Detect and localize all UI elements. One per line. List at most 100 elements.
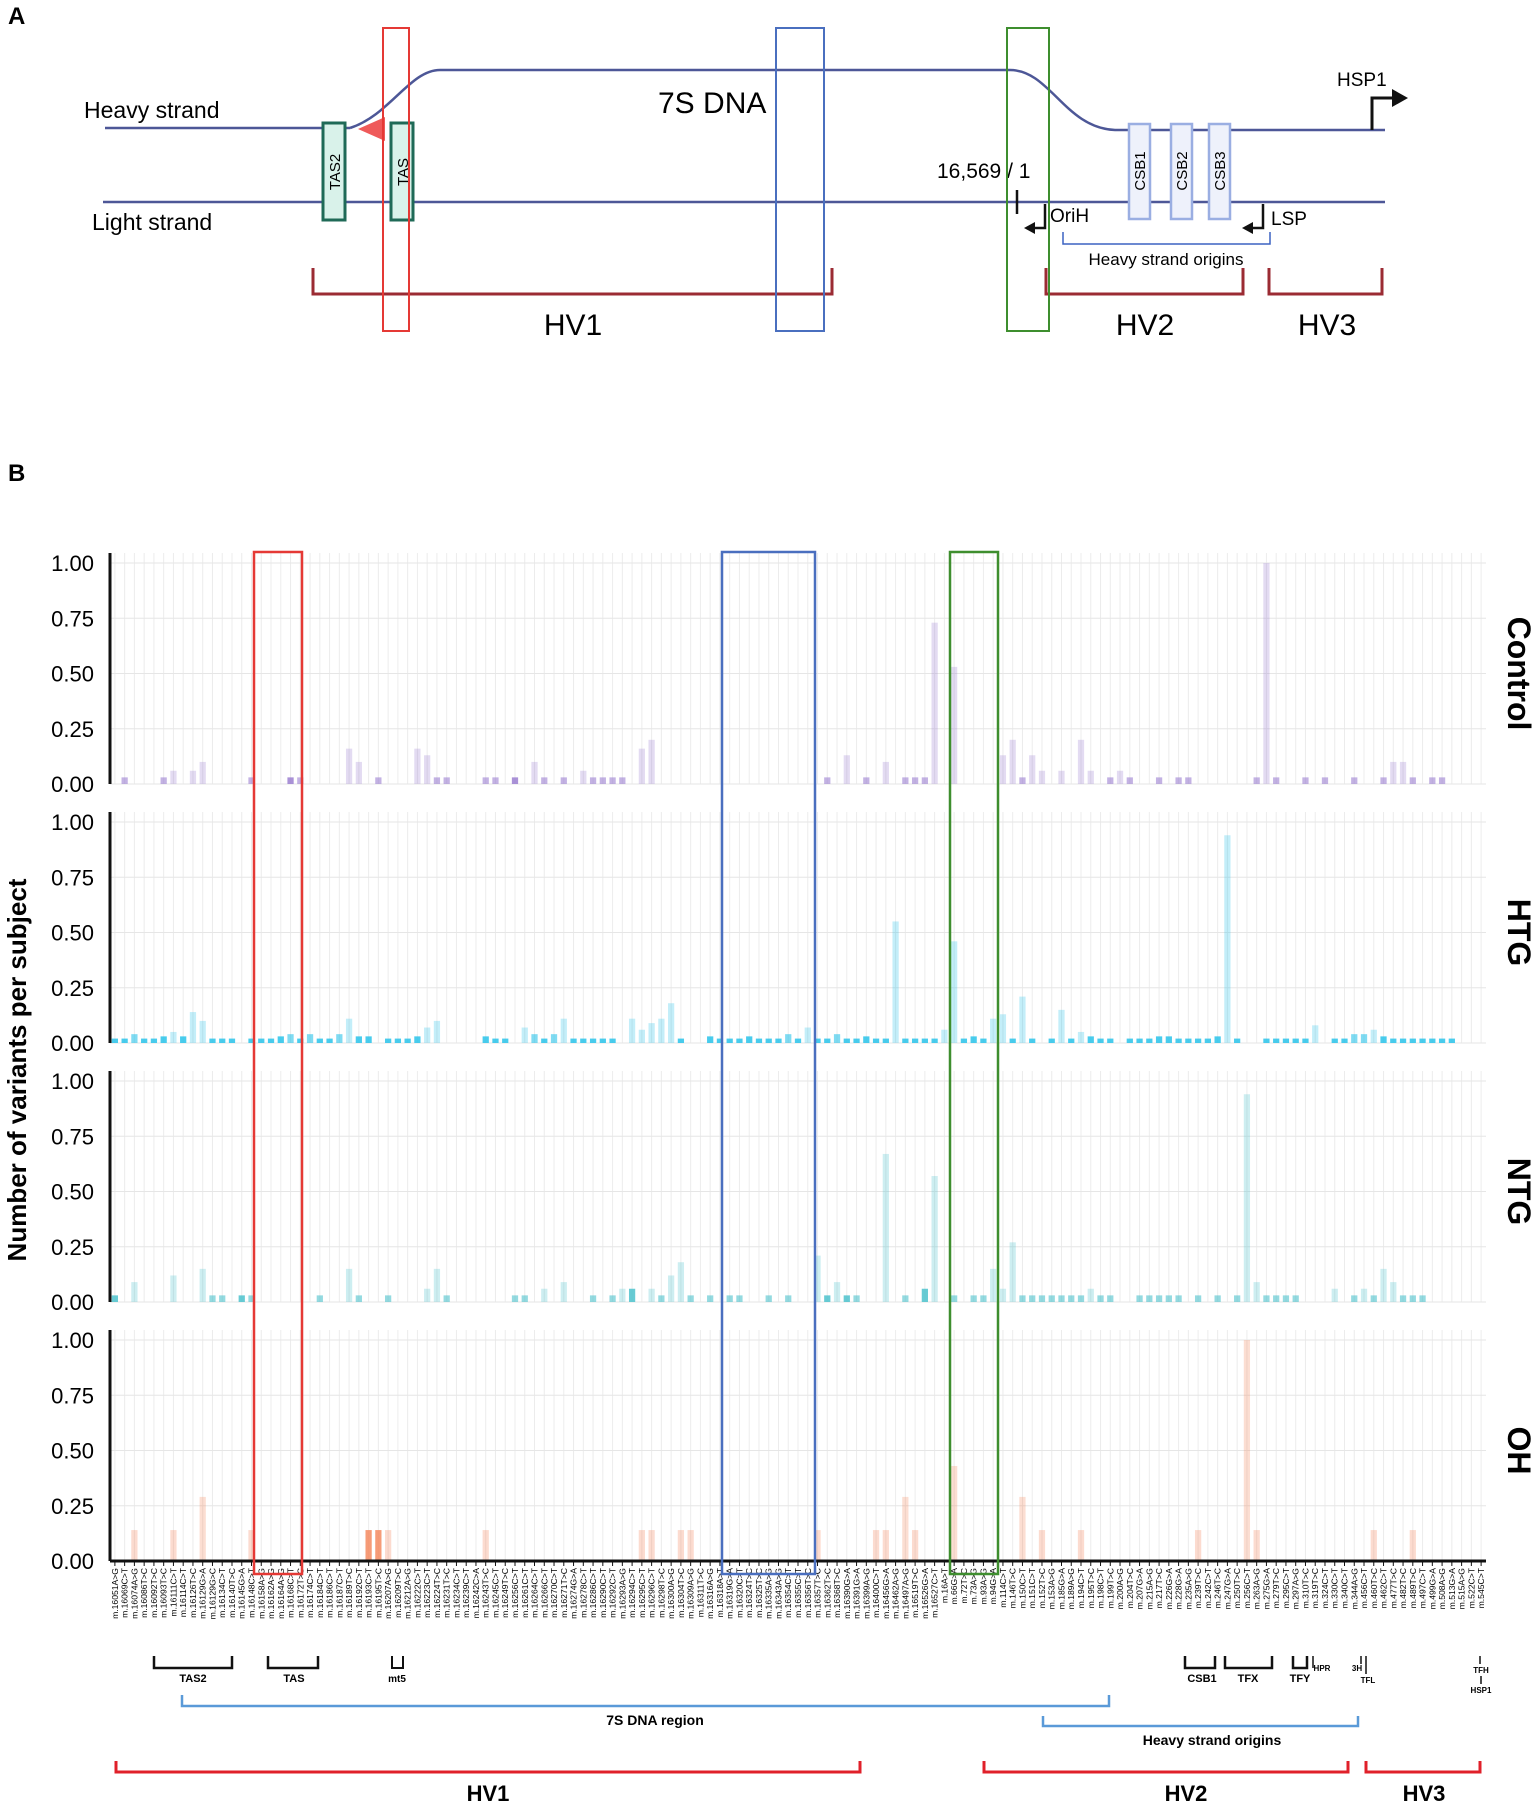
bar-oh xyxy=(677,1530,685,1561)
x-tick-label: m.247G>A xyxy=(1222,1568,1232,1610)
bar-ntg xyxy=(707,1295,714,1302)
x-tick-label: m.114C>T xyxy=(998,1567,1008,1607)
x-tick-label: m.246T>C xyxy=(1213,1568,1223,1608)
tas2-box xyxy=(321,121,347,222)
x-tick-label: m.16325T>C xyxy=(754,1568,764,1618)
bar-htg xyxy=(1077,1031,1085,1043)
x-tick-label: m.16320C>T xyxy=(734,1567,744,1618)
bar-htg xyxy=(287,1034,294,1043)
x-tick-label: m.16357T>C xyxy=(813,1568,823,1618)
bar-control xyxy=(1175,777,1182,784)
bar-htg xyxy=(199,1020,206,1043)
bar-htg xyxy=(1448,1038,1455,1043)
x-tick-label: m.16222C>T xyxy=(412,1567,422,1618)
x-tick-label: m.545C>T xyxy=(1476,1567,1486,1608)
bar-oh xyxy=(1253,1530,1260,1561)
bar-htg xyxy=(180,1036,187,1043)
bar-htg xyxy=(1360,1034,1368,1043)
hsp1-arrow xyxy=(1370,96,1395,130)
bar-ntg xyxy=(248,1295,255,1302)
bar-ntg xyxy=(1048,1295,1055,1302)
bar-htg xyxy=(1087,1036,1094,1043)
x-tick-label: m.16231T>C xyxy=(442,1568,452,1618)
bar-htg xyxy=(1058,1009,1065,1043)
bar-control xyxy=(911,777,919,784)
bar-htg xyxy=(1048,1038,1055,1043)
bar-ntg xyxy=(1399,1295,1407,1302)
bar-control xyxy=(921,777,928,784)
bar-ntg xyxy=(687,1295,694,1302)
facet-ntg: 1.00 0.75 0.50 0.25 0.00 NTG xyxy=(51,1069,1535,1315)
mt5-annot-bracket xyxy=(391,1656,404,1669)
x-tick-label: m.16311T>C xyxy=(695,1568,705,1617)
x-tick-label: m.499G>A xyxy=(1427,1568,1437,1610)
bar-ntg xyxy=(1175,1295,1182,1302)
bar-ntg xyxy=(853,1295,860,1302)
bar-htg xyxy=(736,1038,743,1043)
green-highlight-a xyxy=(1006,27,1050,332)
bar-ntg xyxy=(316,1295,323,1302)
bar-htg xyxy=(990,1018,997,1043)
x-tick-label: m.16A>T xyxy=(939,1567,949,1603)
bar-ntg xyxy=(833,1282,841,1302)
bar-control xyxy=(843,755,850,784)
bar-control xyxy=(1116,770,1124,784)
x-tick-label: m.16184C>T xyxy=(315,1567,325,1618)
bar-htg xyxy=(189,1012,197,1043)
x-tick-label: m.215A>G xyxy=(1144,1568,1154,1610)
bar-ntg xyxy=(1390,1282,1397,1302)
bar-ntg xyxy=(1194,1295,1202,1302)
bar-htg xyxy=(843,1038,850,1043)
tas-box xyxy=(389,121,415,222)
bar-control xyxy=(609,777,616,784)
csb3-box xyxy=(1207,122,1232,221)
bar-ntg xyxy=(814,1255,821,1302)
bar-htg xyxy=(141,1038,148,1043)
bar-htg xyxy=(941,1029,948,1043)
x-tick-label: m.16527C>T xyxy=(930,1567,940,1618)
bar-control xyxy=(375,777,382,784)
tas2-label: TAS2 xyxy=(327,154,344,190)
facet-label-oh: OH xyxy=(1501,1427,1535,1475)
bar-ntg xyxy=(990,1268,997,1302)
bar-control xyxy=(1273,777,1280,784)
bar-ntg xyxy=(648,1288,655,1302)
y-tick-label: 0.25 xyxy=(51,976,94,1001)
bar-control xyxy=(824,777,831,784)
bar-control xyxy=(443,777,450,784)
bar-ntg xyxy=(209,1295,216,1302)
bar-htg xyxy=(980,1038,987,1043)
bar-htg xyxy=(424,1027,431,1043)
bar-oh xyxy=(648,1530,655,1561)
heavy-origins-label: Heavy strand origins xyxy=(1089,250,1244,269)
x-tick-label: m.16224T>C xyxy=(432,1568,442,1618)
green-highlight-b xyxy=(948,550,1000,1576)
bar-htg xyxy=(1175,1038,1182,1043)
facet-htg: 1.00 0.75 0.50 0.25 0.00 HTG xyxy=(51,810,1535,1056)
y-tick-label: 0.75 xyxy=(51,865,94,890)
bar-htg xyxy=(1224,835,1231,1043)
x-tick-label: m.16324T>C xyxy=(744,1568,754,1618)
bar-htg xyxy=(833,1034,841,1043)
x-tick-label: m.16086T>C xyxy=(139,1568,149,1618)
x-tick-label: m.153A>G xyxy=(1047,1568,1057,1610)
bar-oh xyxy=(1019,1496,1026,1561)
x-tick-label: m.16129G>A xyxy=(198,1568,208,1619)
hv3-label-b: HV3 xyxy=(1403,1781,1446,1806)
x-tick-label: m.16300A>G xyxy=(666,1568,676,1619)
bar-ntg xyxy=(658,1295,665,1302)
x-tick-label: m.16256C>T xyxy=(510,1567,520,1618)
bar-ntg xyxy=(1243,1094,1251,1302)
x-tick-label: m.66G>A xyxy=(949,1568,959,1605)
bar-ntg xyxy=(921,1288,928,1302)
bar-htg xyxy=(1165,1036,1172,1043)
csb2-box xyxy=(1169,122,1194,221)
bar-control xyxy=(511,777,519,784)
bar-ntg xyxy=(999,1288,1007,1302)
x-tick-label: m.199T>C xyxy=(1105,1568,1115,1608)
x-tick-label: m.263A>G xyxy=(1252,1568,1262,1610)
hv3-label: HV3 xyxy=(1298,309,1356,342)
x-tick-label: m.16148C>T xyxy=(247,1567,257,1618)
csb1-label: CSB1 xyxy=(1132,151,1149,190)
x-tick-label: m.16172T>C xyxy=(295,1568,305,1618)
